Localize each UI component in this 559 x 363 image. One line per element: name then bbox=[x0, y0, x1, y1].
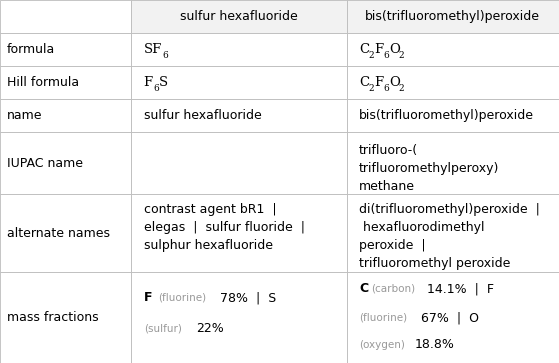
Text: 78%  |  S: 78% | S bbox=[220, 291, 276, 304]
Text: (fluorine): (fluorine) bbox=[158, 293, 206, 303]
Text: bis(trifluoromethyl)peroxide: bis(trifluoromethyl)peroxide bbox=[365, 10, 541, 23]
Bar bbox=[347, 66, 559, 99]
Text: mass fractions: mass fractions bbox=[7, 311, 98, 324]
Bar bbox=[347, 194, 559, 272]
Text: 6: 6 bbox=[383, 84, 389, 93]
Bar bbox=[347, 33, 559, 66]
Text: (fluorine): (fluorine) bbox=[359, 313, 407, 323]
Text: 14.1%  |  F: 14.1% | F bbox=[427, 282, 494, 295]
Bar bbox=[131, 272, 347, 363]
Text: S: S bbox=[159, 76, 168, 89]
Bar bbox=[131, 33, 347, 66]
Text: 18.8%: 18.8% bbox=[415, 338, 455, 351]
Text: IUPAC name: IUPAC name bbox=[7, 156, 83, 170]
Text: 6: 6 bbox=[383, 51, 389, 60]
Text: C: C bbox=[359, 76, 369, 89]
Text: trifluoro-(
trifluoromethylperoxy)
methane: trifluoro-( trifluoromethylperoxy) metha… bbox=[359, 143, 499, 192]
Text: O: O bbox=[389, 43, 400, 56]
Text: 2: 2 bbox=[399, 84, 404, 93]
Bar bbox=[0, 272, 131, 363]
Text: 2: 2 bbox=[368, 51, 374, 60]
Text: Hill formula: Hill formula bbox=[7, 76, 79, 89]
Text: F: F bbox=[144, 291, 152, 304]
Text: C: C bbox=[359, 43, 369, 56]
Text: SF: SF bbox=[144, 43, 162, 56]
Bar bbox=[0, 33, 131, 66]
Text: bis(trifluoromethyl)peroxide: bis(trifluoromethyl)peroxide bbox=[359, 109, 534, 122]
Text: O: O bbox=[389, 76, 400, 89]
Text: name: name bbox=[7, 109, 42, 122]
Text: F: F bbox=[144, 76, 153, 89]
Text: (oxygen): (oxygen) bbox=[359, 340, 405, 350]
Text: sulfur hexafluoride: sulfur hexafluoride bbox=[180, 10, 298, 23]
Text: 6: 6 bbox=[153, 84, 159, 93]
Bar bbox=[131, 132, 347, 194]
Bar bbox=[347, 0, 559, 33]
Bar bbox=[0, 99, 131, 132]
Bar bbox=[131, 99, 347, 132]
Text: 2: 2 bbox=[399, 51, 404, 60]
Text: sulfur hexafluoride: sulfur hexafluoride bbox=[144, 109, 262, 122]
Bar bbox=[131, 0, 347, 33]
Text: (carbon): (carbon) bbox=[371, 284, 415, 294]
Text: 6: 6 bbox=[163, 51, 168, 60]
Text: (sulfur): (sulfur) bbox=[144, 323, 182, 334]
Text: di(trifluoromethyl)peroxide  |
 hexafluorodimethyl
peroxide  |
trifluoromethyl p: di(trifluoromethyl)peroxide | hexafluoro… bbox=[359, 203, 540, 270]
Bar bbox=[347, 132, 559, 194]
Text: 67%  |  O: 67% | O bbox=[421, 311, 479, 324]
Text: F: F bbox=[374, 43, 383, 56]
Text: formula: formula bbox=[7, 43, 55, 56]
Text: C: C bbox=[359, 282, 368, 295]
Text: contrast agent bR1  |
elegas  |  sulfur fluoride  |
sulphur hexafluoride: contrast agent bR1 | elegas | sulfur flu… bbox=[144, 203, 305, 252]
Text: 22%: 22% bbox=[196, 322, 224, 335]
Bar bbox=[0, 194, 131, 272]
Bar bbox=[347, 99, 559, 132]
Text: alternate names: alternate names bbox=[7, 227, 110, 240]
Text: F: F bbox=[374, 76, 383, 89]
Bar bbox=[131, 194, 347, 272]
Bar bbox=[0, 66, 131, 99]
Bar bbox=[0, 0, 131, 33]
Text: 2: 2 bbox=[368, 84, 374, 93]
Bar bbox=[0, 132, 131, 194]
Bar bbox=[347, 272, 559, 363]
Bar bbox=[131, 66, 347, 99]
